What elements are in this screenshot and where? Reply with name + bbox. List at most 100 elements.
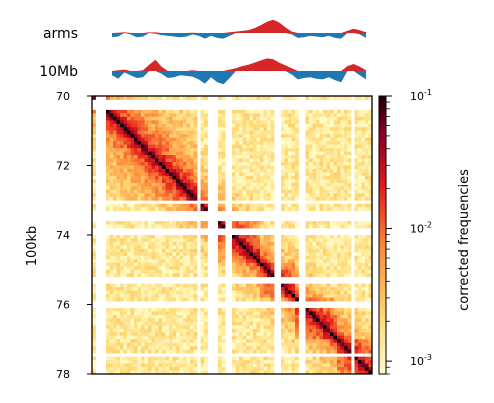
heatmap-cell bbox=[190, 294, 194, 298]
heatmap-cell bbox=[347, 328, 352, 333]
heatmap-cell bbox=[309, 241, 313, 246]
heatmap-cell bbox=[246, 238, 250, 243]
heatmap-cell bbox=[144, 356, 149, 361]
heatmap-cell bbox=[323, 120, 327, 125]
heatmap-cell bbox=[337, 297, 341, 302]
heatmap-cell bbox=[323, 294, 327, 298]
heatmap-cell bbox=[158, 349, 163, 354]
heatmap-cell bbox=[232, 162, 236, 166]
heatmap-cell bbox=[134, 332, 138, 337]
heatmap-cell bbox=[141, 245, 145, 250]
heatmap-cell bbox=[232, 235, 236, 239]
heatmap-cell bbox=[347, 189, 352, 194]
heatmap-cell bbox=[260, 241, 264, 246]
heatmap-cell bbox=[106, 245, 110, 250]
heatmap-cell bbox=[127, 367, 131, 371]
heatmap-cell bbox=[232, 137, 236, 142]
heatmap-cell bbox=[312, 109, 317, 114]
heatmap-cell bbox=[120, 189, 124, 194]
heatmap-cell bbox=[281, 241, 285, 246]
heatmap-cell bbox=[260, 332, 264, 337]
heatmap-cell bbox=[340, 273, 345, 278]
heatmap-cell bbox=[165, 123, 170, 128]
heatmap-cell bbox=[365, 127, 369, 132]
heatmap-cell bbox=[92, 294, 96, 298]
heatmap-cell bbox=[323, 321, 327, 326]
heatmap-cell bbox=[137, 273, 142, 278]
heatmap-cell bbox=[361, 144, 366, 149]
heatmap-cell bbox=[232, 179, 236, 184]
heatmap-cell bbox=[305, 363, 310, 368]
heatmap-cell bbox=[172, 186, 177, 191]
heatmap-cell bbox=[158, 238, 163, 243]
heatmap-cell bbox=[176, 113, 180, 118]
heatmap-cell bbox=[312, 356, 317, 361]
heatmap-cell bbox=[155, 248, 159, 253]
heatmap-cell bbox=[141, 109, 145, 114]
heatmap-cell bbox=[333, 96, 338, 100]
heatmap-cell bbox=[169, 130, 173, 135]
heatmap-cell bbox=[162, 123, 166, 128]
heatmap-cell bbox=[169, 287, 173, 292]
heatmap-cell bbox=[162, 349, 166, 354]
heatmap-cell bbox=[340, 134, 345, 139]
heatmap-cell bbox=[127, 290, 131, 295]
heatmap-cell bbox=[106, 283, 110, 288]
heatmap-cell bbox=[330, 318, 334, 323]
heatmap-cell bbox=[186, 259, 191, 264]
heatmap-cell bbox=[193, 346, 198, 351]
heatmap-cell bbox=[120, 266, 124, 271]
heatmap-cell bbox=[284, 307, 289, 312]
heatmap-cell bbox=[179, 318, 184, 323]
heatmap-cell bbox=[155, 287, 159, 292]
heatmap-cell bbox=[333, 262, 338, 267]
heatmap-cell bbox=[113, 259, 117, 264]
heatmap-cell bbox=[137, 332, 142, 337]
heatmap-cell bbox=[176, 224, 180, 229]
heatmap-cell bbox=[235, 130, 240, 135]
heatmap-cell bbox=[221, 123, 226, 128]
heatmap-cell bbox=[281, 172, 285, 177]
heatmap-cell bbox=[179, 342, 184, 347]
heatmap-cell bbox=[288, 238, 292, 243]
heatmap-cell bbox=[368, 116, 373, 121]
heatmap-cell bbox=[256, 130, 261, 135]
heatmap-cell bbox=[309, 314, 313, 319]
heatmap-cell bbox=[221, 207, 226, 212]
heatmap-cell bbox=[337, 262, 341, 267]
heatmap-cell bbox=[123, 241, 128, 246]
heatmap-cell bbox=[333, 155, 338, 159]
heatmap-cell bbox=[267, 189, 271, 194]
heatmap-cell bbox=[235, 325, 240, 330]
heatmap-cell bbox=[120, 196, 124, 201]
heatmap-cell bbox=[239, 349, 243, 354]
heatmap-cell bbox=[284, 290, 289, 295]
heatmap-cell bbox=[263, 144, 268, 149]
heatmap-cell bbox=[249, 342, 254, 347]
heatmap-cell bbox=[361, 307, 366, 312]
heatmap-cell bbox=[323, 360, 327, 364]
heatmap-cell bbox=[116, 221, 121, 225]
heatmap-cell bbox=[368, 162, 373, 166]
heatmap-cell bbox=[155, 356, 159, 361]
heatmap-cell bbox=[193, 360, 198, 364]
heatmap-cell bbox=[120, 168, 124, 173]
heatmap-cell bbox=[368, 332, 373, 337]
heatmap-cell bbox=[253, 332, 257, 337]
heatmap-cell bbox=[305, 189, 310, 194]
heatmap-cell bbox=[148, 363, 152, 368]
heatmap-cell bbox=[263, 339, 268, 344]
heatmap-cell bbox=[267, 235, 271, 239]
heatmap-cell bbox=[281, 175, 285, 180]
heatmap-cell bbox=[176, 120, 180, 125]
heatmap-cell bbox=[151, 307, 156, 312]
heatmap-cell bbox=[113, 207, 117, 212]
heatmap-cell bbox=[309, 141, 313, 146]
heatmap-cell bbox=[169, 363, 173, 368]
heatmap-cell bbox=[267, 162, 271, 166]
heatmap-cell bbox=[239, 297, 243, 302]
heatmap-cell bbox=[312, 141, 317, 146]
heatmap-cell bbox=[151, 252, 156, 257]
heatmap-cell bbox=[337, 328, 341, 333]
